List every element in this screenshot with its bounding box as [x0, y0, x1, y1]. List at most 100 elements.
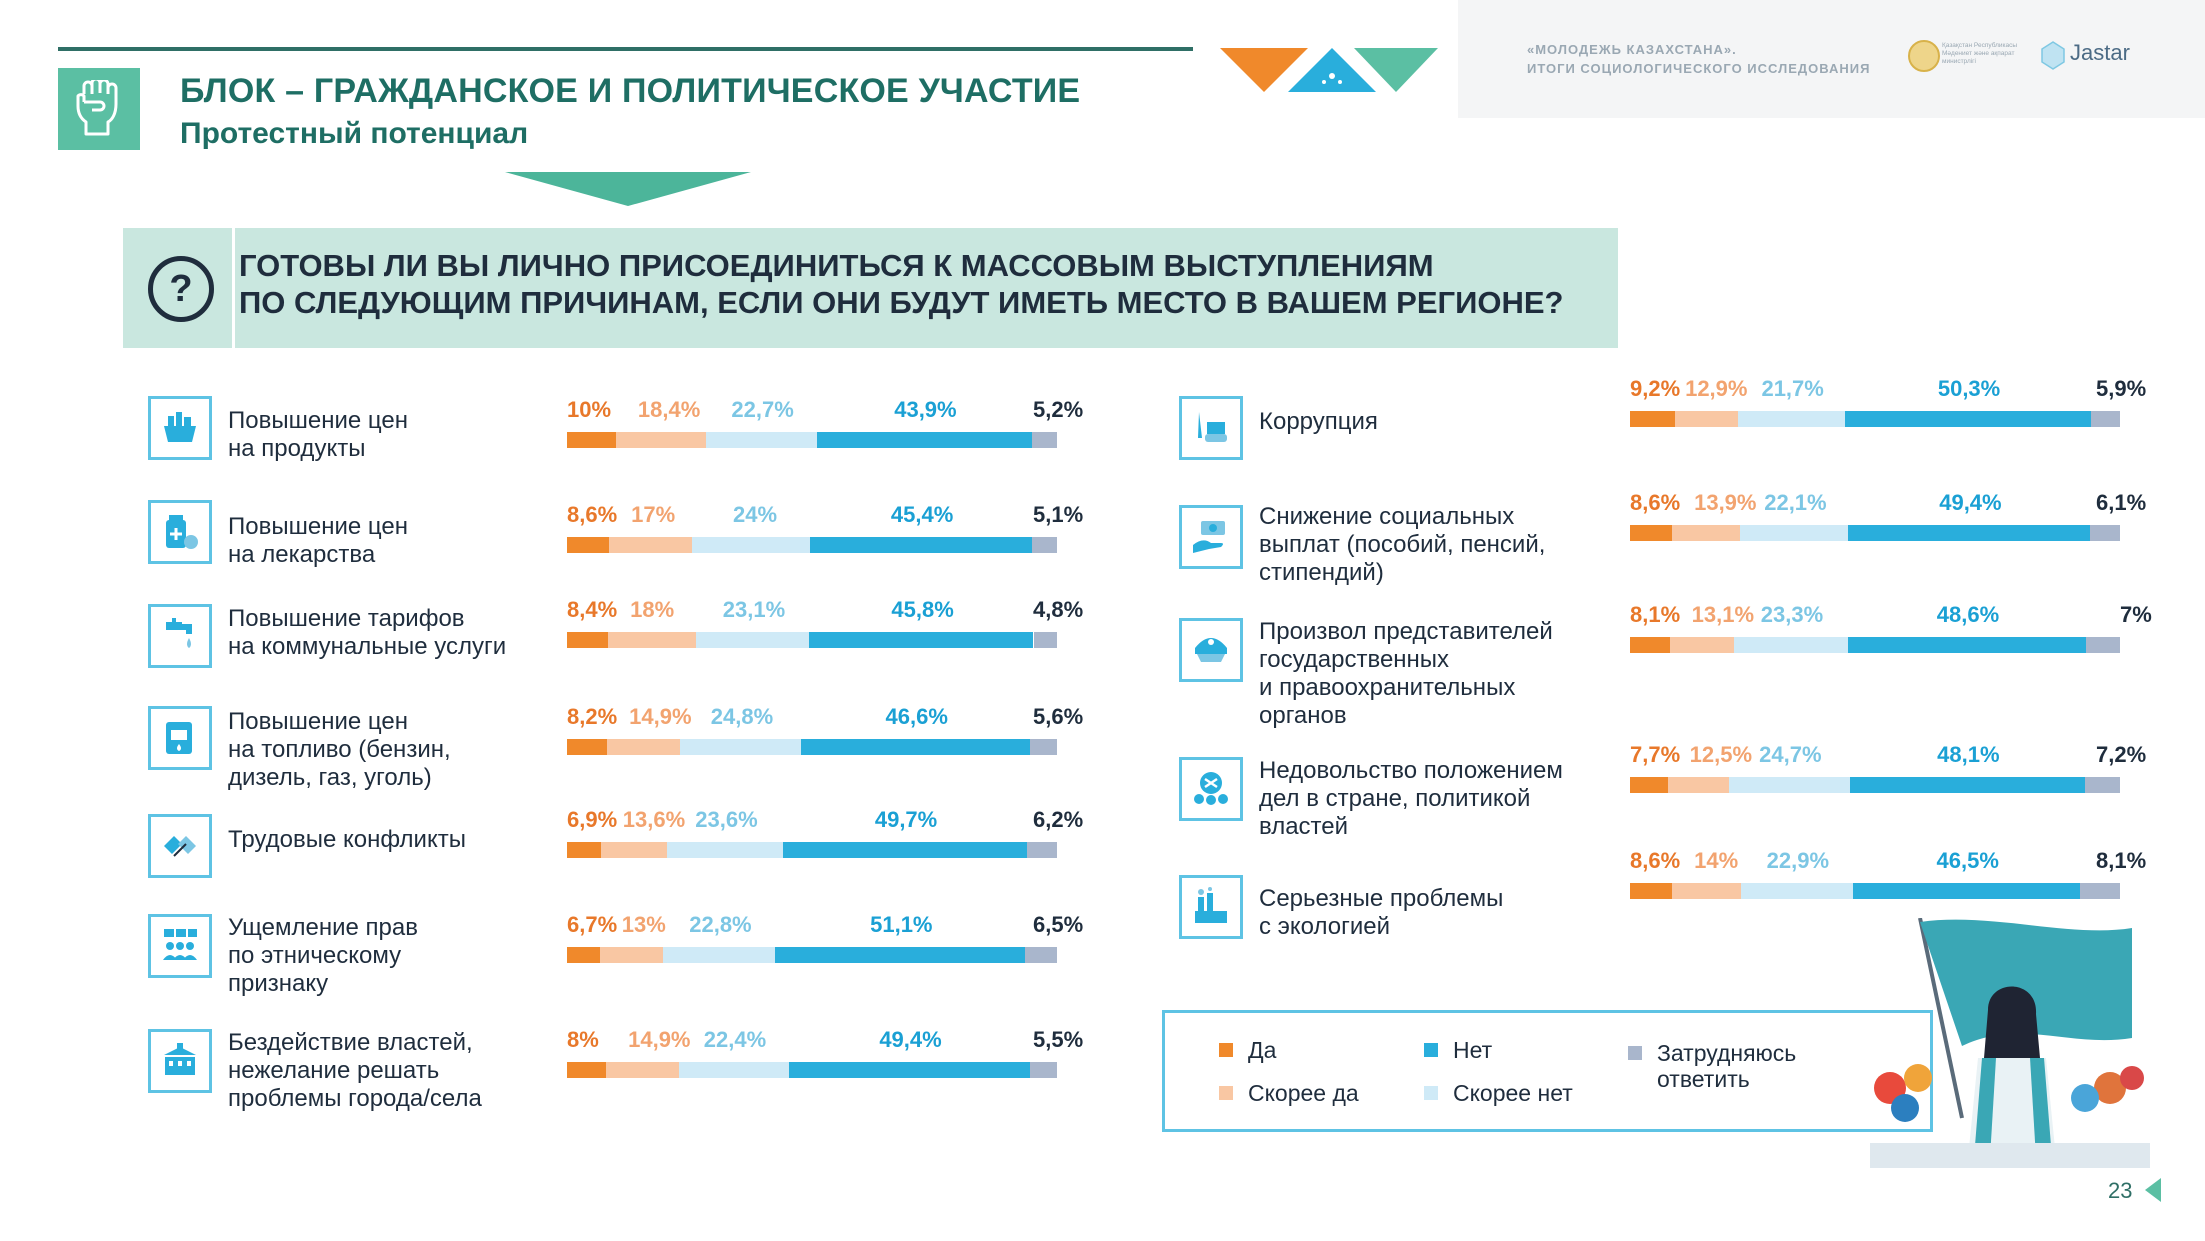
value-label-no: 48,1%	[1937, 742, 2000, 767]
value-label-no: 46,5%	[1936, 848, 1999, 873]
value-label-rather-no: 23,6%	[695, 807, 758, 832]
bar-segment-rather-no	[1738, 411, 1845, 427]
government-building-icon	[148, 1029, 212, 1093]
category-label: на лекарства	[228, 541, 376, 568]
legend-label-yes: Да	[1248, 1037, 1277, 1063]
bar-segment-yes	[1630, 411, 1676, 427]
value-label-no: 48,6%	[1936, 602, 2000, 627]
bar-segment-no	[801, 739, 1030, 755]
category-label: властей	[1259, 813, 1349, 840]
value-label-rather-yes: 12,9%	[1685, 376, 1748, 401]
category-label: на коммунальные услуги	[228, 633, 507, 660]
value-label-hard: 5,9%	[2096, 376, 2147, 401]
value-label-yes: 8%	[567, 1027, 599, 1052]
value-label-no: 50,3%	[1937, 376, 2001, 401]
bar-segment-rather-yes	[1669, 637, 1734, 653]
value-label-rather-yes: 13%	[621, 912, 666, 937]
bar-segment-no	[1852, 883, 2081, 899]
bar-segment-yes	[1630, 637, 1670, 653]
bar-segment-yes	[567, 432, 616, 448]
bar-segment-yes	[1630, 883, 1673, 899]
value-label-rather-yes: 14,9%	[628, 1027, 691, 1052]
bar-segment-rather-no	[1740, 525, 1849, 541]
category-label: Произвол представителей	[1259, 618, 1553, 645]
value-label-hard: 5,6%	[1033, 704, 1084, 729]
value-label-no: 49,7%	[874, 807, 938, 832]
bribe-icon	[1179, 396, 1243, 460]
value-label-rather-yes: 18,4%	[637, 397, 701, 422]
bar-segment-rather-yes	[1672, 883, 1741, 899]
category-label: на продукты	[228, 435, 366, 462]
factory-icon	[1179, 875, 1243, 939]
value-label-hard: 6,2%	[1033, 807, 1084, 832]
brand-line-2: ИТОГИ СОЦИОЛОГИЧЕСКОГО ИССЛЕДОВАНИЯ	[1527, 61, 1871, 76]
bar-segment-hard	[1031, 432, 1057, 448]
category-label: Трудовые конфликты	[228, 826, 466, 853]
value-label-rather-yes: 14%	[1694, 848, 1739, 873]
value-label-yes: 10%	[567, 397, 612, 422]
value-label-rather-yes: 13,1%	[1691, 602, 1755, 627]
value-label-no: 43,9%	[894, 397, 957, 422]
category-label: признаку	[228, 970, 329, 997]
value-label-yes: 7,7%	[1630, 742, 1681, 767]
value-label-hard: 6,5%	[1033, 912, 1084, 937]
ornament-decoration	[1220, 48, 1438, 92]
basket-icon	[148, 396, 212, 460]
legend-swatch-rather-no	[1424, 1086, 1438, 1100]
value-label-no: 49,4%	[879, 1027, 942, 1052]
category-label: Бездействие властей,	[228, 1029, 473, 1056]
value-label-rather-yes: 13,9%	[1694, 490, 1757, 515]
value-label-rather-yes: 12,5%	[1689, 742, 1753, 767]
bar-segment-no	[788, 1062, 1031, 1078]
faucet-icon	[148, 604, 212, 668]
value-label-yes: 8,1%	[1630, 602, 1681, 627]
bar-segment-rather-no	[663, 947, 776, 963]
bar-segment-rather-no	[680, 739, 802, 755]
value-label-yes: 8,2%	[567, 704, 618, 729]
bar-segment-rather-yes	[607, 739, 681, 755]
page-arrow-icon	[2145, 1178, 2161, 1202]
question-line-1: ГОТОВЫ ЛИ ВЫ ЛИЧНО ПРИСОЕДИНИТЬСЯ К МАСС…	[239, 248, 1434, 283]
bar-segment-no	[1847, 637, 2086, 653]
value-label-no: 49,4%	[1939, 490, 2002, 515]
value-label-rather-no: 24,7%	[1759, 742, 1822, 767]
bar-segment-hard	[1030, 1062, 1057, 1078]
category-label: Недовольство положением	[1259, 757, 1563, 784]
bar-segment-hard	[1026, 842, 1057, 858]
page-title: БЛОК – ГРАЖДАНСКОЕ И ПОЛИТИЧЕСКОЕ УЧАСТИ…	[180, 72, 1081, 110]
bar-segment-hard	[1029, 739, 1057, 755]
question-icon: ?	[148, 256, 214, 322]
bar-segment-rather-yes	[1675, 411, 1739, 427]
page-number: 23	[2108, 1178, 2133, 1203]
bar-segment-rather-no	[696, 632, 810, 648]
bar-segment-hard	[2090, 525, 2120, 541]
category-label: на топливо (бензин,	[228, 736, 451, 763]
value-label-hard: 5,1%	[1033, 502, 1084, 527]
value-label-yes: 8,4%	[567, 597, 618, 622]
jastar-logo-icon	[2041, 41, 2065, 70]
legend-swatch-rather-yes	[1219, 1086, 1233, 1100]
bar-segment-no	[816, 432, 1032, 448]
legend-swatch-yes	[1219, 1043, 1233, 1057]
category-label: нежелание решать	[228, 1057, 440, 1084]
bar-segment-rather-yes	[599, 947, 664, 963]
legend	[1162, 1010, 1933, 1132]
bar-segment-no	[1849, 777, 2085, 793]
legend-swatch-no	[1424, 1043, 1438, 1057]
bar-segment-rather-yes	[606, 1062, 679, 1078]
value-label-hard: 5,2%	[1033, 397, 1084, 422]
jastar-logo-text: Jastar	[2070, 40, 2130, 65]
bar-segment-yes	[567, 537, 610, 553]
bar-segment-yes	[1630, 777, 1668, 793]
category-label: по этническому	[228, 942, 402, 969]
value-label-no: 45,8%	[891, 597, 954, 622]
header-rule	[58, 47, 1193, 51]
protester-illustration	[1870, 918, 2150, 1168]
question-box	[123, 228, 1618, 348]
value-label-rather-no: 23,3%	[1760, 602, 1824, 627]
value-label-yes: 8,6%	[1630, 490, 1681, 515]
page-subtitle: Протестный потенциал	[180, 117, 529, 150]
category-label: органов	[1259, 702, 1347, 729]
bar-segment-rather-yes	[600, 842, 668, 858]
value-label-yes: 9,2%	[1630, 376, 1681, 401]
